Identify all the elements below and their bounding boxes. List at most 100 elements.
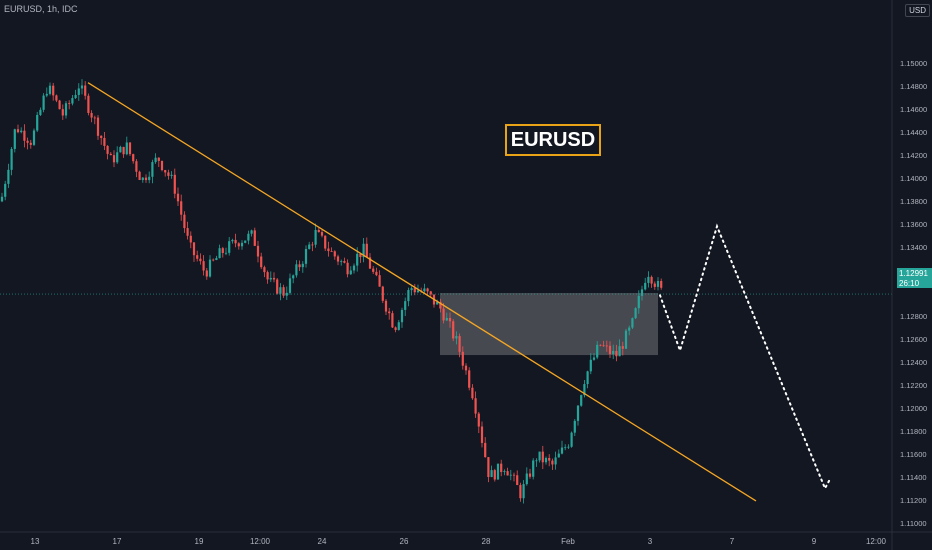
candle-body bbox=[528, 473, 532, 477]
candle-body bbox=[90, 112, 93, 118]
x-tick-label: 26 bbox=[400, 537, 409, 546]
y-tick-label: 1.15000 bbox=[900, 59, 927, 68]
candle bbox=[580, 394, 583, 407]
candle-body bbox=[144, 177, 148, 181]
y-tick-label: 1.11000 bbox=[900, 519, 927, 528]
projection-path[interactable] bbox=[659, 223, 831, 491]
candle-body bbox=[624, 330, 628, 349]
candle-body bbox=[445, 317, 448, 321]
candle bbox=[48, 82, 52, 96]
candle bbox=[647, 271, 650, 288]
candle bbox=[535, 458, 538, 467]
candle bbox=[100, 135, 103, 145]
candle-body bbox=[525, 473, 528, 485]
candle-body bbox=[522, 484, 525, 499]
candle-body bbox=[400, 309, 404, 323]
candle-body bbox=[573, 420, 576, 433]
candle-body bbox=[365, 243, 368, 258]
candle bbox=[567, 444, 570, 450]
candle-body bbox=[93, 117, 96, 119]
candle-body bbox=[4, 183, 7, 197]
candle-body bbox=[285, 292, 288, 296]
currency-badge[interactable]: USD bbox=[905, 4, 930, 17]
candle bbox=[400, 307, 404, 328]
candle bbox=[45, 87, 48, 98]
candle bbox=[640, 285, 644, 301]
candle-body bbox=[656, 280, 660, 287]
candle-body bbox=[592, 357, 596, 360]
candle bbox=[426, 287, 429, 295]
candle-body bbox=[109, 153, 112, 156]
candle-body bbox=[330, 251, 333, 252]
candle bbox=[157, 157, 160, 168]
candle-body bbox=[471, 387, 474, 399]
candle-body bbox=[116, 152, 119, 163]
candle-body bbox=[468, 370, 471, 388]
candle-body bbox=[493, 470, 496, 480]
candle bbox=[528, 468, 532, 479]
candle-body bbox=[506, 471, 509, 476]
symbol-label[interactable]: EURUSD, 1h, IDC bbox=[4, 4, 78, 14]
candle bbox=[132, 153, 135, 164]
candle bbox=[244, 240, 247, 244]
y-tick-label: 1.14200 bbox=[900, 151, 927, 160]
candle-body bbox=[106, 145, 109, 154]
candle-body bbox=[192, 242, 196, 256]
candle bbox=[42, 93, 45, 113]
candle bbox=[503, 469, 506, 476]
candle-body bbox=[346, 262, 349, 275]
candle bbox=[586, 370, 589, 389]
candle bbox=[29, 139, 32, 149]
candle-body bbox=[320, 232, 324, 236]
x-tick-label: 12:00 bbox=[250, 537, 271, 546]
candle bbox=[36, 111, 39, 133]
candle-body bbox=[605, 345, 608, 347]
candle-body bbox=[640, 289, 644, 296]
candle-body bbox=[375, 271, 378, 276]
candle bbox=[442, 303, 445, 324]
candle bbox=[247, 230, 250, 245]
candle bbox=[7, 163, 10, 188]
candle-body bbox=[36, 114, 39, 131]
candle bbox=[314, 223, 317, 248]
candle-body bbox=[218, 248, 221, 259]
candle bbox=[234, 233, 237, 248]
candle-body bbox=[228, 241, 231, 253]
candle-body bbox=[407, 290, 410, 302]
candle bbox=[215, 255, 218, 261]
candle-body bbox=[544, 457, 548, 463]
last-price-value: 1.12991 bbox=[899, 269, 928, 278]
trendline[interactable] bbox=[87, 82, 757, 502]
candle bbox=[52, 82, 55, 101]
candle-body bbox=[141, 177, 144, 181]
candle-body bbox=[484, 442, 487, 458]
y-tick-label: 1.14000 bbox=[900, 174, 927, 183]
candle bbox=[186, 221, 189, 240]
last-price-tag: 1.12991 26:10 bbox=[897, 268, 932, 288]
candle bbox=[429, 290, 432, 298]
candle-body bbox=[269, 277, 272, 280]
x-tick-label: 28 bbox=[482, 537, 491, 546]
candle-body bbox=[452, 321, 455, 339]
y-tick-label: 1.11600 bbox=[900, 450, 927, 459]
candle bbox=[138, 170, 141, 181]
candle bbox=[279, 283, 282, 301]
candle bbox=[311, 241, 314, 252]
supply-demand-zone[interactable] bbox=[440, 293, 658, 356]
candle-body bbox=[170, 174, 173, 176]
candle-body bbox=[52, 85, 55, 96]
candle bbox=[298, 260, 301, 272]
candle-body bbox=[404, 301, 407, 310]
candle bbox=[554, 451, 557, 470]
candle-body bbox=[644, 282, 647, 290]
candle-body bbox=[564, 447, 567, 449]
candle-body bbox=[250, 230, 253, 234]
y-tick-label: 1.14400 bbox=[900, 128, 927, 137]
candle bbox=[455, 331, 458, 345]
candle bbox=[490, 465, 493, 478]
candle-body bbox=[461, 351, 464, 366]
candle-body bbox=[221, 248, 224, 254]
candle bbox=[464, 363, 468, 375]
candle-body bbox=[304, 248, 308, 264]
